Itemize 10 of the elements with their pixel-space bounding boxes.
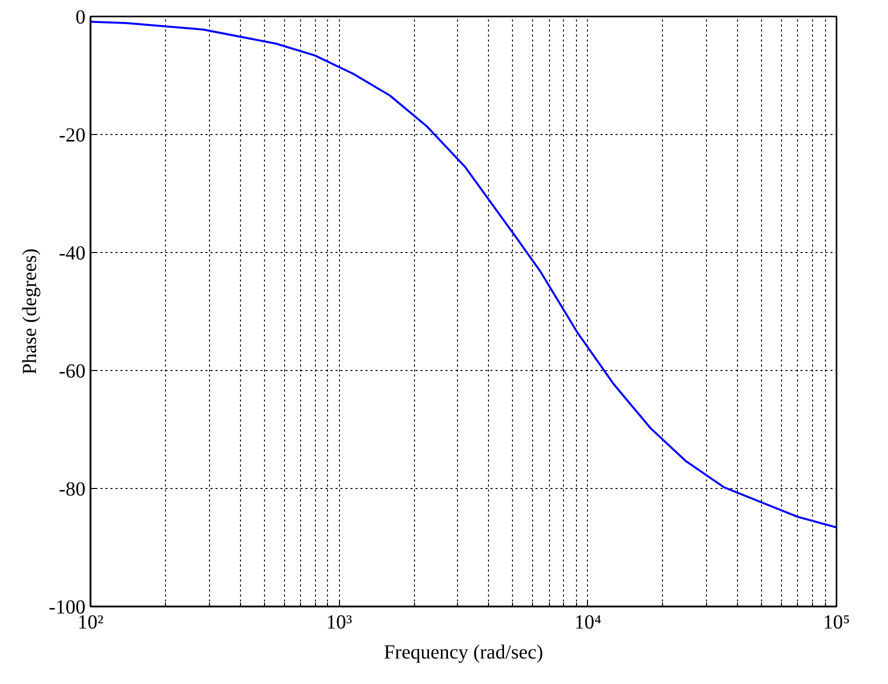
y-tick-label: -40 [58, 242, 86, 264]
y-tick-label: -60 [58, 360, 86, 382]
y-axis-title: Phase (degrees) [18, 248, 41, 375]
x-tick-label: 10⁴ [574, 612, 602, 634]
x-tick-label: 10³ [326, 612, 352, 634]
x-axis-title: Frequency (rad/sec) [384, 642, 544, 664]
x-tick-label: 10⁵ [823, 612, 850, 634]
y-tick-label: 0 [76, 6, 86, 28]
y-tick-label: -80 [58, 478, 86, 500]
y-tick-label: -20 [58, 124, 86, 146]
